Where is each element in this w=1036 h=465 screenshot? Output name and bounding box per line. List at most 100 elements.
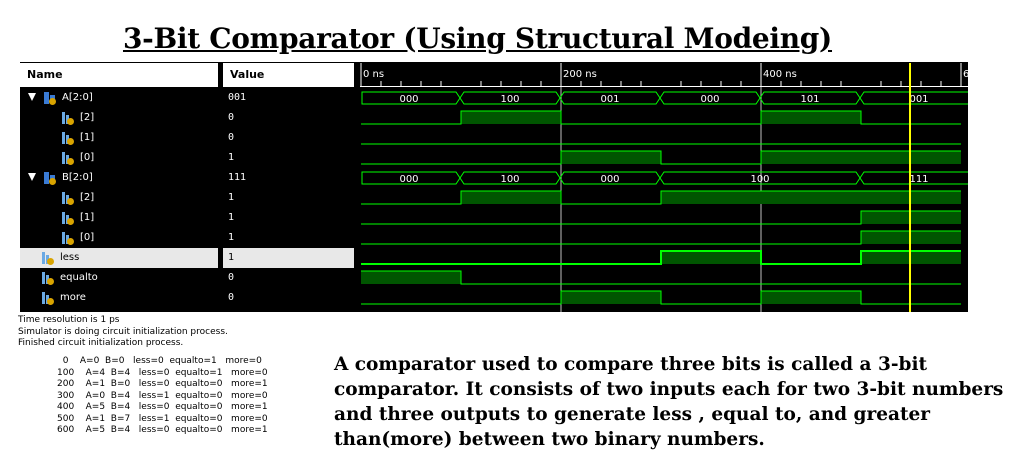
signal-row-a20[interactable]: A[2:0] bbox=[20, 88, 218, 108]
bus-value-label: 100 bbox=[500, 174, 519, 185]
bit-signal-icon bbox=[40, 291, 54, 305]
console-result-row: 100 A=4 B=4 less=0 equalto=1 more=0 bbox=[57, 367, 268, 378]
ruler-time-label: 200 ns bbox=[563, 69, 597, 80]
bit-signal-icon bbox=[60, 211, 74, 225]
console-result-row: 400 A=5 B=4 less=0 equalto=0 more=1 bbox=[57, 402, 268, 412]
signal-row-b20[interactable]: B[2:0] bbox=[20, 168, 218, 188]
bus-value-label: 001 bbox=[600, 94, 619, 105]
bit-signal-icon bbox=[40, 271, 54, 285]
less-waveform bbox=[361, 250, 961, 265]
signal-name: [0] bbox=[80, 232, 95, 243]
console-output: Time resolution is 1 ps Simulator is doi… bbox=[18, 315, 338, 465]
bus-value-label: 000 bbox=[700, 94, 719, 105]
name-column-header[interactable]: Name bbox=[20, 63, 218, 87]
signal-value: 0 bbox=[223, 288, 354, 308]
console-line: Simulator is doing circuit initializatio… bbox=[18, 326, 228, 337]
signal-name: equalto bbox=[60, 272, 98, 283]
b2-high-region bbox=[761, 191, 861, 204]
b2-waveform bbox=[361, 190, 961, 205]
signal-row-1[interactable]: [1] bbox=[20, 208, 218, 228]
bus-signal-icon bbox=[42, 171, 56, 185]
console-line: Time resolution is 1 ps bbox=[18, 315, 120, 325]
bus-value-label: 000 bbox=[399, 174, 418, 185]
a2-waveform bbox=[361, 110, 961, 125]
signal-row-2[interactable]: [2] bbox=[20, 108, 218, 128]
bus-segment bbox=[859, 91, 968, 105]
page-title: 3-Bit Comparator (Using Structural Modei… bbox=[122, 22, 833, 55]
signal-row-2[interactable]: [2] bbox=[20, 188, 218, 208]
signal-name: more bbox=[60, 292, 86, 303]
signal-value: 0 bbox=[223, 268, 354, 288]
signal-row-less[interactable]: less bbox=[20, 248, 218, 268]
b2-high-region bbox=[661, 191, 761, 204]
waveform-panel[interactable]: 0 ns 200 ns 400 ns 6 000 100 001 000 101 001 000 10… bbox=[360, 63, 968, 312]
bus-value-label: 100 bbox=[750, 174, 769, 185]
expand-arrow-icon[interactable] bbox=[28, 93, 36, 101]
b1-waveform bbox=[361, 210, 961, 225]
signal-value: 1 bbox=[223, 228, 354, 248]
bus-value-label: 100 bbox=[500, 94, 519, 105]
signal-name: [2] bbox=[80, 112, 95, 123]
signal-row-equalto[interactable]: equalto bbox=[20, 268, 218, 288]
signal-value: 001 bbox=[223, 88, 354, 108]
signal-value: 1 bbox=[223, 208, 354, 228]
a0-high-region bbox=[561, 151, 661, 164]
bus-value-label: 101 bbox=[800, 94, 819, 105]
signal-name: A[2:0] bbox=[62, 92, 93, 103]
bus-segment bbox=[859, 171, 968, 185]
signal-name: [2] bbox=[80, 192, 95, 203]
signal-value: 1 bbox=[223, 148, 354, 168]
description-text: A comparator used to compare three bits … bbox=[334, 354, 1004, 450]
bus-value-label: 111 bbox=[909, 174, 928, 185]
bit-signal-icon bbox=[60, 111, 74, 125]
console-line: Finished circuit initialization process. bbox=[18, 338, 184, 348]
bus-value-label: 001 bbox=[909, 94, 928, 105]
signal-row-0[interactable]: [0] bbox=[20, 228, 218, 248]
ruler-time-label: 6 bbox=[963, 69, 968, 80]
signal-row-0[interactable]: [0] bbox=[20, 148, 218, 168]
bus-value-label: 000 bbox=[600, 174, 619, 185]
a0-high-region bbox=[761, 151, 861, 164]
bit-signal-icon bbox=[60, 151, 74, 165]
console-result-row: 600 A=5 B=4 less=0 equalto=0 more=1 bbox=[57, 425, 268, 435]
console-result-row: 300 A=0 B=4 less=1 equalto=0 more=0 bbox=[57, 390, 268, 401]
console-result-row: 200 A=1 B=0 less=0 equalto=0 more=1 bbox=[57, 379, 268, 389]
equalto-waveform bbox=[361, 270, 961, 285]
signal-row-1[interactable]: [1] bbox=[20, 128, 218, 148]
equalto-high-region bbox=[361, 271, 461, 284]
console-result-row: 500 A=1 B=7 less=1 equalto=0 more=0 bbox=[57, 413, 268, 424]
signal-name: [1] bbox=[80, 132, 95, 143]
bus-signal-icon bbox=[42, 91, 56, 105]
a2-high-region bbox=[761, 111, 861, 124]
bus-value-label: 000 bbox=[399, 94, 418, 105]
a2-high-region bbox=[461, 111, 561, 124]
more-high-region bbox=[761, 291, 861, 304]
signal-name: [0] bbox=[80, 152, 95, 163]
signal-row-more[interactable]: more bbox=[20, 288, 218, 308]
signal-name: B[2:0] bbox=[62, 172, 93, 183]
time-ruler bbox=[360, 63, 968, 87]
signal-value: 0 bbox=[223, 108, 354, 128]
signal-name: less bbox=[60, 252, 80, 263]
more-waveform bbox=[361, 290, 961, 305]
b2-high-region bbox=[461, 191, 561, 204]
signal-value: 111 bbox=[223, 168, 354, 188]
bit-signal-icon bbox=[60, 231, 74, 245]
bit-signal-icon bbox=[40, 251, 54, 265]
ruler-time-label: 400 ns bbox=[763, 69, 797, 80]
b0-waveform bbox=[361, 230, 961, 245]
more-high-region bbox=[561, 291, 661, 304]
signal-value: 1 bbox=[223, 248, 354, 268]
signal-value: 0 bbox=[223, 128, 354, 148]
console-result-row: 0 A=0 B=0 less=0 equalto=1 more=0 bbox=[57, 356, 262, 366]
console-result-table: 0 A=0 B=0 less=0 equalto=1 more=0 100 A=… bbox=[57, 356, 268, 437]
a0-waveform bbox=[361, 150, 961, 165]
ruler-time-label: 0 ns bbox=[363, 69, 384, 80]
signal-name: [1] bbox=[80, 212, 95, 223]
value-column-header[interactable]: Value bbox=[223, 63, 354, 87]
expand-arrow-icon[interactable] bbox=[28, 173, 36, 181]
bit-signal-icon bbox=[60, 131, 74, 145]
less-high-region bbox=[661, 251, 761, 264]
signal-value: 1 bbox=[223, 188, 354, 208]
bit-signal-icon bbox=[60, 191, 74, 205]
